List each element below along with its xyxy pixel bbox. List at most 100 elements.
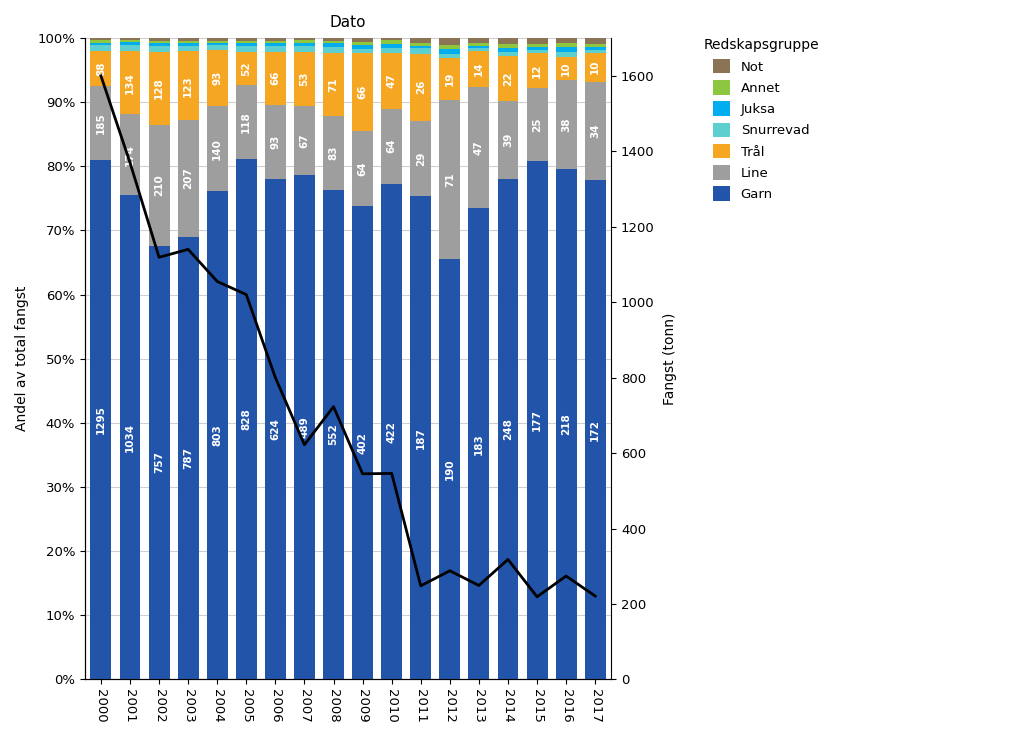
Text: 207: 207: [183, 168, 194, 190]
Bar: [120, 196, 140, 680]
Bar: [148, 38, 170, 41]
Text: 210: 210: [154, 174, 164, 196]
Text: 118: 118: [242, 111, 251, 133]
Text: 66: 66: [357, 85, 368, 100]
Bar: [585, 44, 605, 46]
Text: 140: 140: [212, 138, 222, 159]
Bar: [207, 41, 227, 43]
Text: 53: 53: [299, 72, 309, 86]
Text: 34: 34: [590, 124, 600, 138]
Y-axis label: Fangst (tonn): Fangst (tonn): [663, 313, 677, 405]
Bar: [411, 196, 431, 680]
Text: 71: 71: [329, 77, 339, 92]
Bar: [556, 57, 577, 80]
Text: 134: 134: [125, 72, 135, 94]
Bar: [556, 52, 577, 57]
Text: 71: 71: [444, 172, 455, 187]
Text: 123: 123: [183, 75, 194, 97]
Bar: [294, 44, 315, 46]
Bar: [265, 52, 286, 105]
Bar: [323, 38, 344, 41]
Text: 66: 66: [270, 71, 281, 86]
Bar: [236, 159, 257, 680]
Bar: [526, 50, 548, 52]
Bar: [468, 44, 489, 46]
Bar: [352, 131, 373, 207]
Bar: [120, 38, 140, 40]
Bar: [411, 46, 431, 49]
Bar: [411, 49, 431, 54]
Bar: [352, 207, 373, 680]
Text: 248: 248: [503, 418, 513, 441]
Bar: [585, 46, 605, 49]
Text: 47: 47: [474, 140, 484, 155]
Bar: [526, 88, 548, 161]
Bar: [90, 45, 112, 51]
Bar: [236, 85, 257, 159]
Bar: [323, 53, 344, 116]
Bar: [498, 179, 518, 680]
Bar: [90, 38, 112, 40]
Bar: [207, 38, 227, 41]
Bar: [352, 38, 373, 41]
Bar: [411, 44, 431, 46]
Bar: [265, 179, 286, 680]
Text: 12: 12: [532, 63, 542, 77]
Bar: [294, 106, 315, 175]
Title: Dato: Dato: [330, 15, 367, 30]
Bar: [526, 44, 548, 47]
Text: 93: 93: [212, 71, 222, 85]
Text: 64: 64: [357, 162, 368, 176]
Text: 187: 187: [416, 427, 426, 449]
Text: 19: 19: [444, 72, 455, 86]
Y-axis label: Andel av total fangst: Andel av total fangst: [15, 286, 29, 432]
Bar: [498, 52, 518, 56]
Bar: [498, 44, 518, 48]
Bar: [148, 125, 170, 246]
Bar: [556, 47, 577, 52]
Text: 183: 183: [474, 433, 484, 455]
Bar: [439, 45, 460, 49]
Bar: [556, 38, 577, 43]
Text: 38: 38: [561, 117, 571, 132]
Bar: [468, 87, 489, 208]
Bar: [207, 43, 227, 46]
Bar: [323, 44, 344, 47]
Bar: [585, 52, 605, 82]
Bar: [294, 40, 315, 44]
Bar: [439, 58, 460, 100]
Bar: [236, 41, 257, 43]
Text: 83: 83: [329, 145, 339, 160]
Bar: [207, 49, 227, 106]
Text: 422: 422: [387, 421, 396, 443]
Bar: [439, 38, 460, 45]
Text: 402: 402: [357, 432, 368, 454]
Text: 25: 25: [532, 117, 542, 132]
Bar: [585, 180, 605, 680]
Bar: [148, 46, 170, 52]
Bar: [352, 53, 373, 131]
Text: 39: 39: [503, 133, 513, 147]
Bar: [411, 121, 431, 196]
Bar: [411, 54, 431, 121]
Bar: [178, 46, 199, 51]
Bar: [526, 47, 548, 50]
Text: 787: 787: [183, 447, 194, 469]
Bar: [323, 47, 344, 53]
Bar: [265, 38, 286, 41]
Bar: [178, 38, 199, 41]
Text: 218: 218: [561, 413, 571, 435]
Bar: [236, 43, 257, 46]
Bar: [148, 246, 170, 680]
Bar: [323, 116, 344, 190]
Text: 64: 64: [387, 139, 396, 154]
Bar: [585, 49, 605, 52]
Bar: [439, 100, 460, 258]
Bar: [90, 160, 112, 680]
Text: 26: 26: [416, 80, 426, 94]
Text: 22: 22: [503, 71, 513, 86]
Bar: [323, 41, 344, 44]
Bar: [381, 47, 402, 53]
Text: 47: 47: [387, 74, 396, 89]
Bar: [526, 161, 548, 680]
